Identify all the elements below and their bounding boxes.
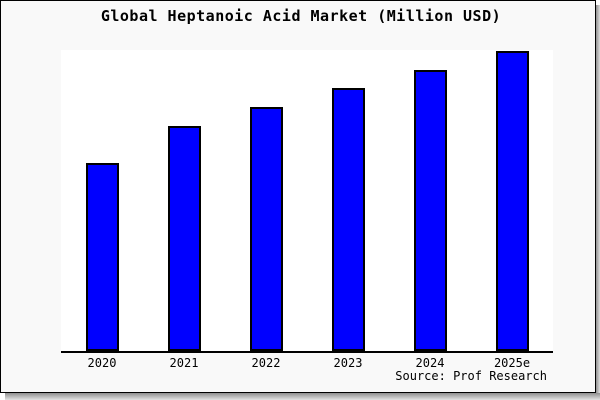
x-tick-2022: 2022 — [251, 356, 281, 370]
bar-2023 — [331, 88, 365, 351]
x-tick-2021: 2021 — [169, 356, 199, 370]
chart-canvas: Global Heptanoic Acid Market (Million US… — [0, 0, 596, 393]
chart-title: Global Heptanoic Acid Market (Million US… — [100, 7, 502, 25]
bar-2021 — [167, 126, 201, 351]
bar-2025e — [495, 51, 529, 351]
x-tick-2025e: 2025e — [493, 356, 531, 370]
x-tick-2023: 2023 — [333, 356, 363, 370]
frame-shadow-bottom — [5, 393, 600, 400]
frame-shadow-right — [596, 5, 600, 394]
plot-area — [61, 50, 553, 353]
bar-2024 — [413, 70, 447, 351]
bar-2022 — [249, 107, 283, 351]
bar-2020 — [85, 163, 119, 351]
x-tick-2020: 2020 — [87, 356, 117, 370]
source-attribution: Source: Prof Research — [395, 369, 547, 383]
x-tick-2024: 2024 — [415, 356, 445, 370]
